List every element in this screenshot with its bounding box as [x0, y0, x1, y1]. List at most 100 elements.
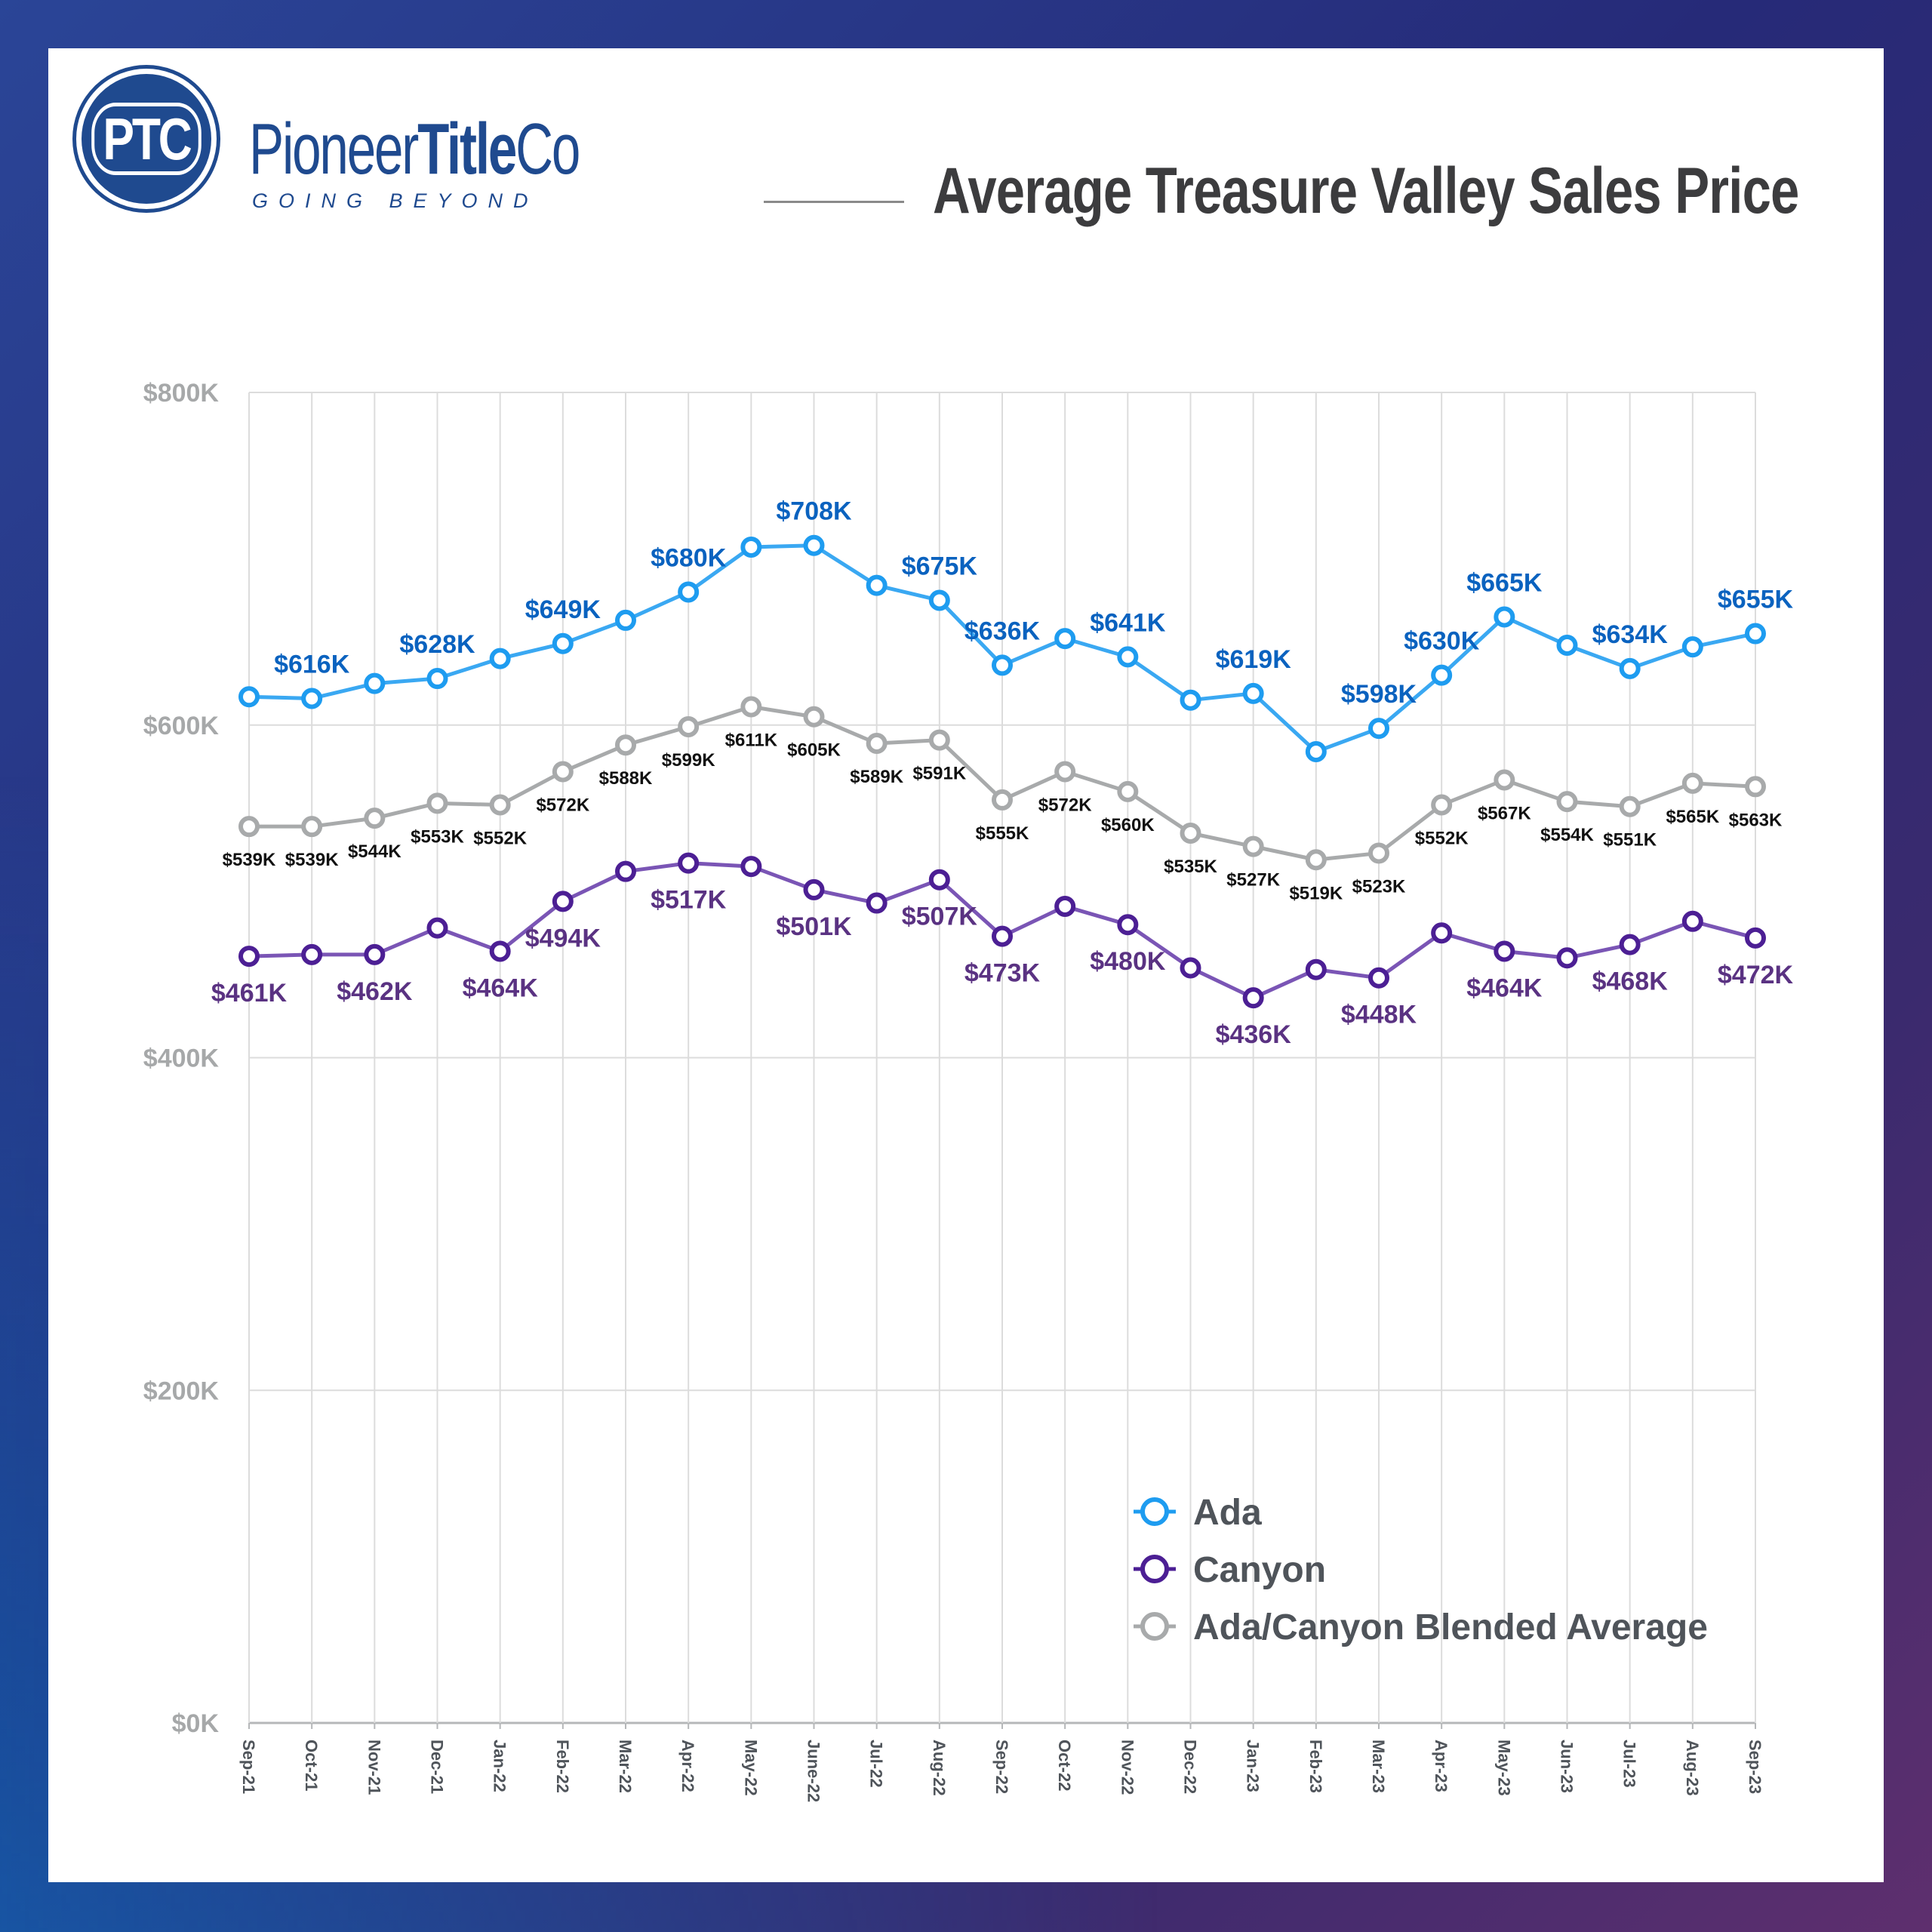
x-tick-label: Nov-21	[365, 1740, 383, 1795]
data-label: $619K	[1216, 645, 1292, 674]
x-tick-label: Jan-23	[1244, 1740, 1263, 1792]
data-label: $565K	[1666, 807, 1719, 827]
data-point	[1745, 927, 1766, 949]
data-label: $468K	[1592, 968, 1669, 996]
data-point	[1556, 634, 1578, 656]
x-tick-label: Apr-22	[678, 1740, 697, 1792]
data-label: $616K	[274, 650, 350, 678]
legend-marker-icon	[1140, 1612, 1169, 1641]
data-point	[1494, 606, 1515, 628]
data-label: $464K	[463, 974, 539, 1002]
data-point	[928, 869, 950, 891]
x-tick-label: Apr-23	[1432, 1740, 1451, 1792]
data-point	[489, 648, 511, 669]
data-label: $567K	[1478, 803, 1531, 823]
data-point	[678, 581, 700, 603]
data-point	[1619, 934, 1641, 955]
data-point	[1117, 646, 1139, 668]
data-label: $665K	[1466, 569, 1543, 598]
data-point	[928, 589, 950, 611]
x-tick-label: Mar-23	[1369, 1740, 1388, 1793]
data-label: $655K	[1718, 586, 1794, 614]
data-point	[1054, 761, 1076, 783]
brand-name: PioneerTitleCo	[249, 113, 580, 186]
x-tick-label: Sep-22	[992, 1740, 1011, 1794]
chart-grid	[248, 392, 1756, 1729]
data-point	[364, 672, 386, 694]
data-point	[426, 917, 448, 939]
data-label: $494K	[525, 924, 601, 952]
data-label: $708K	[776, 497, 852, 526]
data-label: $552K	[473, 829, 527, 849]
legend-marker-icon	[1140, 1497, 1169, 1526]
data-point	[1054, 628, 1076, 650]
x-tick-label: Sep-21	[239, 1740, 258, 1794]
x-tick-label: Jun-23	[1558, 1740, 1577, 1793]
data-point	[489, 794, 511, 816]
data-label: $611K	[725, 731, 778, 751]
data-label: $539K	[285, 850, 339, 870]
data-point	[1745, 623, 1766, 645]
data-point	[1242, 987, 1264, 1009]
x-tick-label: June-22	[804, 1740, 823, 1802]
data-label: $598K	[1341, 680, 1417, 709]
x-tick-label: Aug-23	[1683, 1740, 1702, 1796]
data-label: $517K	[651, 886, 727, 915]
brand-name-bold: Title	[417, 109, 517, 189]
data-point	[740, 696, 762, 718]
data-point	[1305, 849, 1327, 871]
data-point	[552, 761, 574, 783]
data-label: $473K	[964, 959, 1041, 988]
data-point	[803, 878, 825, 900]
data-point	[1305, 958, 1327, 980]
logo-monogram-badge: PTC	[82, 74, 211, 204]
data-point	[992, 789, 1013, 811]
data-label: $641K	[1090, 608, 1166, 637]
y-tick-label: $200K	[143, 1377, 220, 1405]
data-point	[1619, 795, 1641, 817]
x-tick-label: Jan-22	[491, 1740, 509, 1792]
chart-card	[48, 48, 1884, 1882]
data-label: $462K	[337, 977, 413, 1006]
data-label: $480K	[1090, 947, 1166, 976]
legend-marker-icon	[1140, 1555, 1169, 1583]
data-point	[928, 729, 950, 751]
data-point	[1494, 940, 1515, 962]
data-label: $572K	[1038, 795, 1092, 815]
data-point	[426, 668, 448, 690]
data-point	[426, 792, 448, 814]
data-point	[615, 609, 636, 631]
data-point	[1556, 947, 1578, 969]
data-point	[1681, 772, 1703, 794]
data-label: $572K	[536, 795, 589, 815]
data-label: $551K	[1603, 830, 1657, 851]
y-tick-label: $800K	[143, 379, 220, 408]
data-point	[1494, 769, 1515, 791]
data-point	[364, 808, 386, 829]
data-point	[992, 654, 1013, 676]
data-point	[1117, 780, 1139, 802]
ptc-logo-icon: PTC	[72, 65, 220, 213]
data-point	[1431, 922, 1453, 944]
x-tick-label: Oct-21	[302, 1740, 321, 1791]
data-point	[1431, 664, 1453, 686]
data-label: $636K	[964, 617, 1041, 645]
data-point	[238, 686, 260, 708]
data-point	[552, 891, 574, 912]
data-label: $589K	[850, 767, 903, 787]
x-tick-label: May-22	[741, 1740, 760, 1796]
page-title: Average Treasure Valley Sales Price	[933, 155, 1799, 227]
data-point	[866, 574, 888, 596]
data-label: $560K	[1101, 815, 1155, 835]
data-label: $555K	[976, 823, 1029, 844]
data-point	[301, 688, 323, 709]
x-tick-label: May-23	[1494, 1740, 1513, 1796]
brand-name-part-2: Co	[515, 109, 580, 189]
data-point	[866, 732, 888, 754]
data-point	[1368, 967, 1389, 989]
data-point	[678, 715, 700, 737]
x-tick-label: Jul-23	[1620, 1740, 1639, 1788]
data-label: $523K	[1352, 876, 1406, 897]
data-label: $599K	[662, 750, 715, 771]
